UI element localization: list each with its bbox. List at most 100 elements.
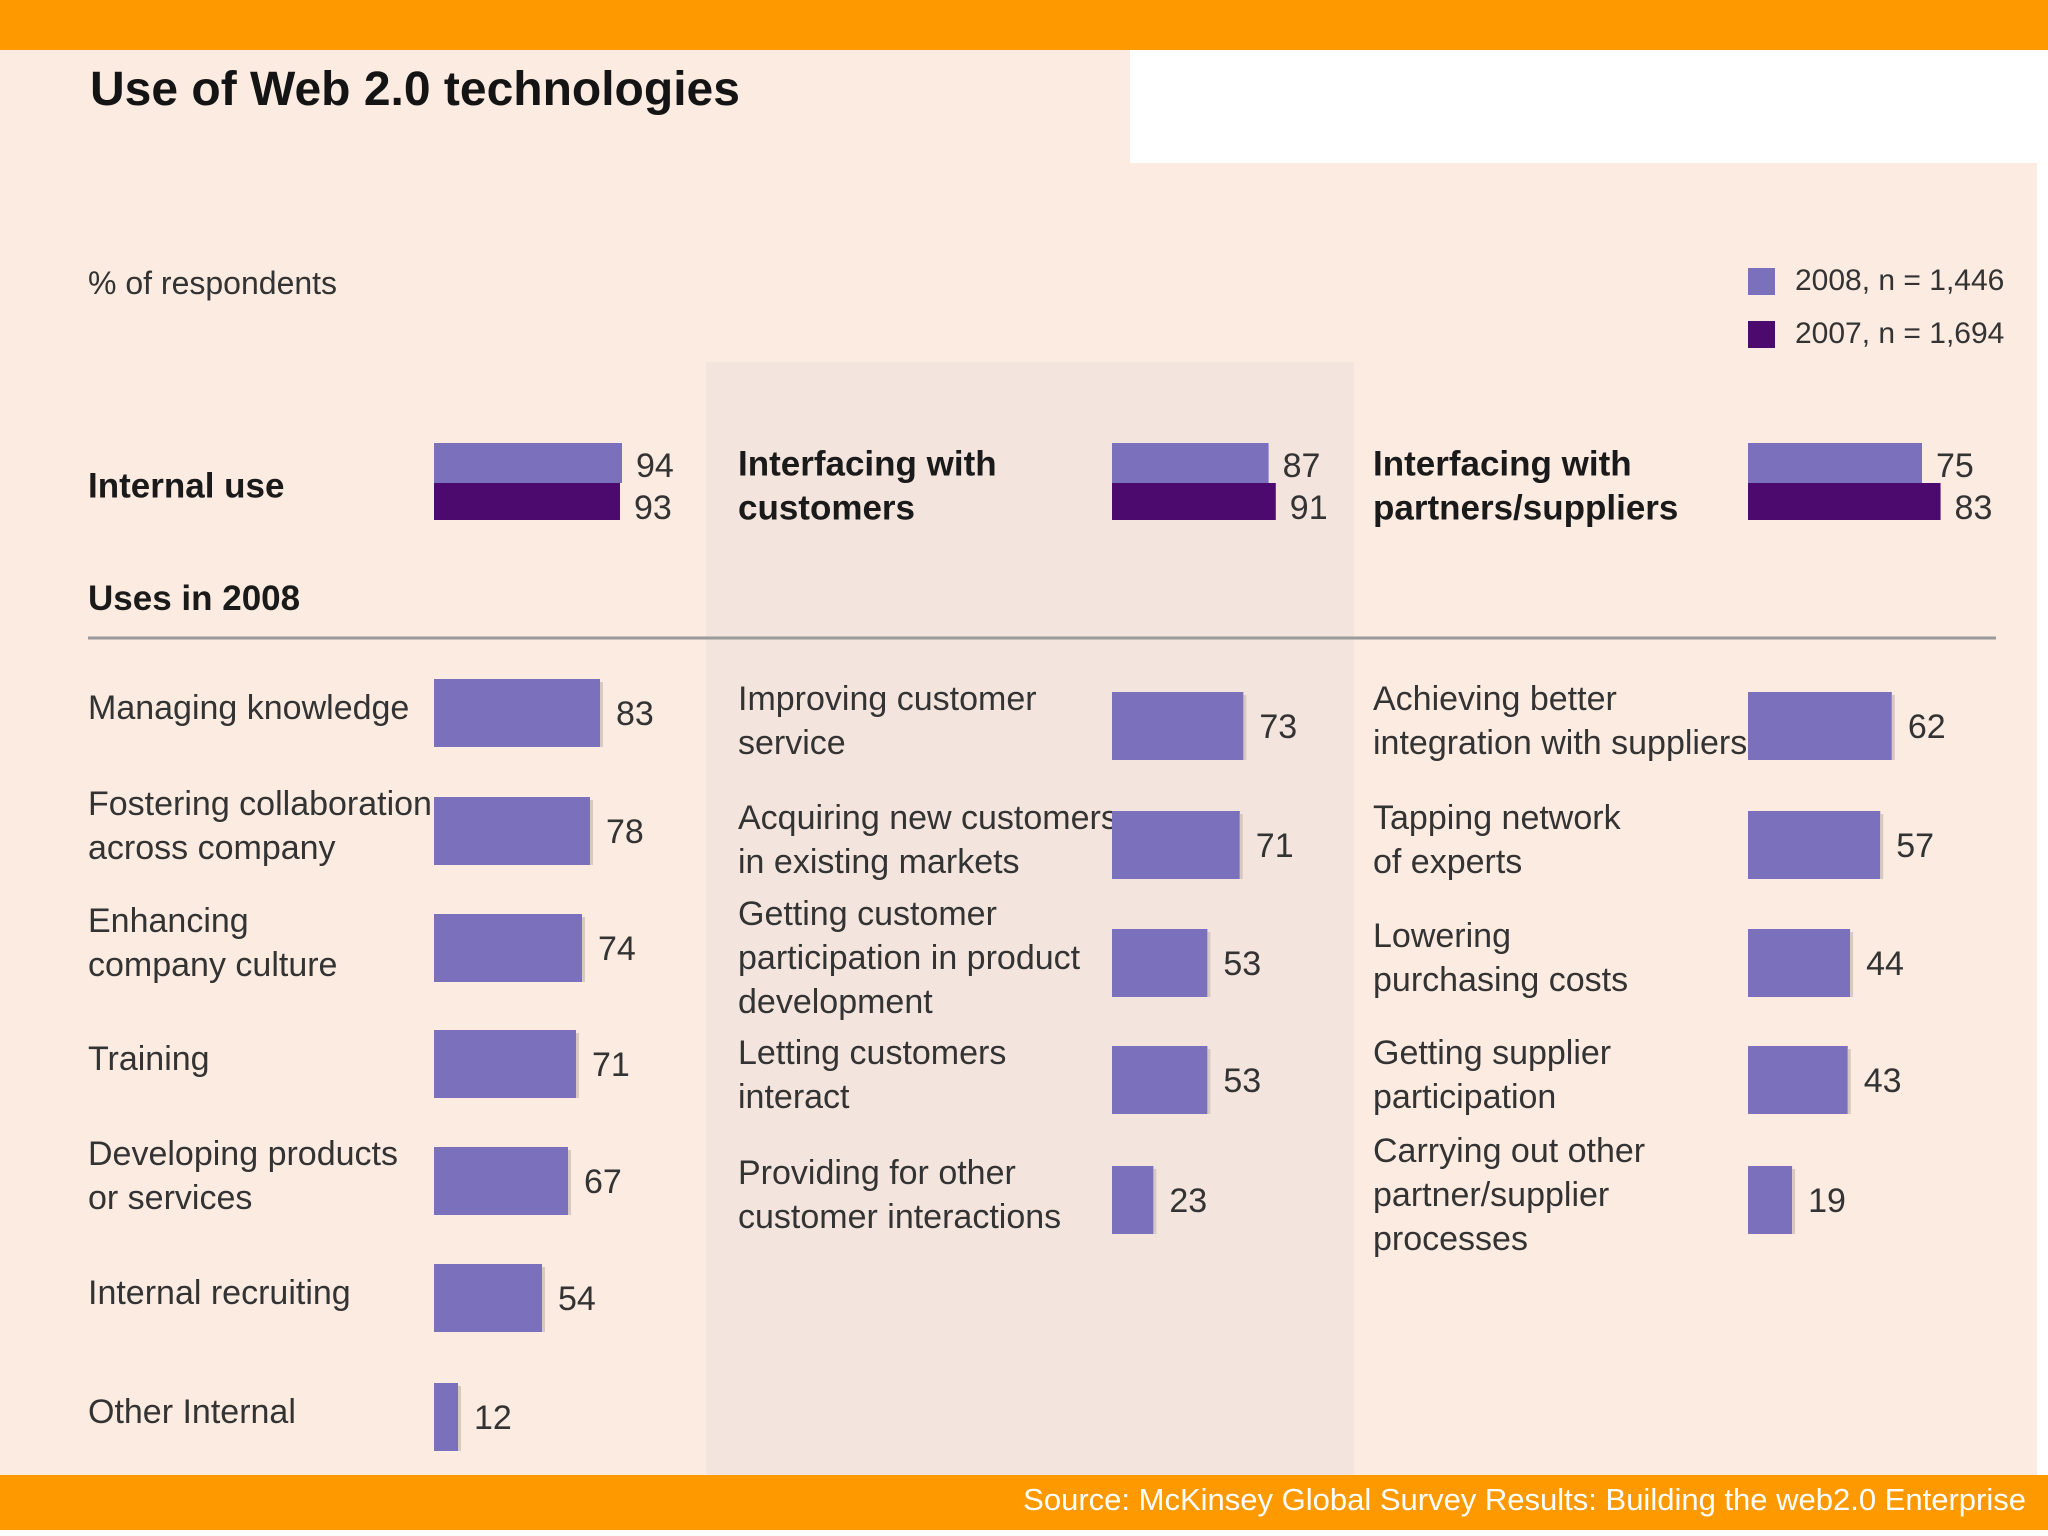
summary-value-2007: 93	[634, 489, 672, 527]
bar-shadow	[576, 1033, 579, 1098]
bar-2008	[434, 797, 590, 865]
middle-column-shading	[706, 362, 1354, 1480]
bar-2008	[1748, 1166, 1793, 1234]
category-label-line: Getting supplier	[1373, 1034, 1611, 1072]
bar-shadow	[1891, 695, 1895, 760]
bar-value-label: 44	[1866, 945, 1904, 983]
summary-bar-2008	[1748, 443, 1922, 483]
category-label-line: participation	[1373, 1078, 1556, 1116]
summary-bar-2007	[434, 483, 620, 520]
chart-subtitle: % of respondents	[88, 265, 338, 301]
panel-heading-1-line: customers	[738, 488, 915, 527]
category-label: Managing knowledge	[88, 689, 409, 727]
bar-value-label: 83	[616, 695, 654, 733]
category-label-line: development	[738, 983, 933, 1021]
bar-shadow	[1239, 814, 1243, 879]
bar-shadow	[1207, 932, 1211, 997]
bar-2008	[434, 1264, 542, 1332]
category-label-line: customer interactions	[738, 1198, 1061, 1236]
summary-value-2008: 75	[1936, 447, 1974, 485]
panel-heading-2-line: Interfacing with	[1373, 444, 1632, 483]
section-label-uses-2008: Uses in 2008	[88, 579, 300, 618]
category-label-line: Acquiring new customers	[738, 799, 1118, 837]
legend-label-2007: 2007, n = 1,694	[1795, 317, 2005, 350]
category-label: Enhancing company culture	[88, 902, 337, 984]
category-label: Letting customers interact	[738, 1034, 1006, 1116]
legend-swatch-2007	[1748, 321, 1775, 348]
top-accent-bar	[0, 0, 2048, 50]
bar-value-label: 71	[592, 1046, 630, 1084]
category-label-line: purchasing costs	[1373, 961, 1628, 999]
category-label-line: or services	[88, 1179, 252, 1217]
category-label-line: Internal recruiting	[88, 1274, 351, 1312]
category-label: Getting customer participation in product…	[738, 895, 1081, 1021]
panel-heading-2: Interfacing with partners/suppliers	[1373, 444, 1678, 527]
bar-value-label: 53	[1223, 945, 1261, 983]
category-label-line: Providing for other	[738, 1154, 1016, 1192]
category-label-line: company culture	[88, 946, 337, 984]
category-label: Training	[88, 1040, 210, 1078]
bar-shadow	[1207, 1049, 1211, 1114]
source-note: Source: McKinsey Global Survey Results: …	[1023, 1482, 2026, 1517]
bar-2008	[434, 914, 582, 982]
category-label-line: Fostering collaboration	[88, 785, 432, 823]
bar-2008	[1748, 929, 1851, 997]
bar-shadow	[568, 1150, 571, 1215]
bar-value-label: 73	[1259, 708, 1297, 746]
summary-bar-2007	[1112, 483, 1276, 520]
panel-heading-2-line: partners/suppliers	[1373, 488, 1678, 527]
summary-value-2008: 87	[1283, 447, 1321, 485]
category-label-line: Carrying out other	[1373, 1132, 1645, 1170]
category-label-line: in existing markets	[738, 843, 1020, 881]
category-label-line: Developing products	[88, 1135, 398, 1173]
bar-value-label: 62	[1908, 708, 1946, 746]
category-label: Fostering collaboration across company	[88, 785, 432, 867]
bar-value-label: 43	[1864, 1062, 1902, 1100]
category-label: Internal recruiting	[88, 1274, 351, 1312]
bar-2008	[434, 1383, 458, 1451]
bar-shadow	[1243, 695, 1247, 760]
chart-title: Use of Web 2.0 technologies	[90, 63, 740, 116]
panel-heading-1: Interfacing with customers	[738, 444, 997, 527]
bar-2008	[1112, 929, 1208, 997]
bar-shadow	[1880, 814, 1884, 879]
category-label-line: participation in product	[738, 939, 1081, 977]
bar-shadow	[1850, 932, 1854, 997]
legend-label-2008: 2008, n = 1,446	[1795, 264, 2005, 297]
category-label-line: Training	[88, 1040, 210, 1078]
category-label-line: Tapping network	[1373, 799, 1622, 837]
bar-2008	[1112, 1166, 1154, 1234]
bar-value-label: 78	[606, 813, 644, 851]
bar-2008	[1112, 1046, 1208, 1114]
category-label-line: Getting customer	[738, 895, 997, 933]
bar-shadow	[1792, 1169, 1796, 1234]
category-label-line: integration with suppliers	[1373, 724, 1747, 762]
category-label-line: Managing knowledge	[88, 689, 409, 727]
category-label: Providing for other customer interactions	[738, 1154, 1061, 1236]
bar-value-label: 57	[1896, 827, 1934, 865]
category-label-line: Enhancing	[88, 902, 249, 940]
summary-bar-2007	[1748, 483, 1941, 520]
summary-bar-2008	[434, 443, 622, 483]
panel-heading-0: Internal use	[88, 466, 284, 505]
bottom-accent-bar	[0, 1475, 2048, 1530]
category-label: Lowering purchasing costs	[1373, 917, 1628, 999]
bar-shadow	[542, 1267, 545, 1332]
bar-value-label: 74	[598, 930, 636, 968]
summary-bar-2008	[1112, 443, 1269, 483]
category-label-line: Achieving better	[1373, 680, 1617, 718]
category-label-line: partner/supplier	[1373, 1176, 1609, 1214]
category-label: Carrying out other partner/supplier proces…	[1373, 1132, 1645, 1258]
category-label-line: processes	[1373, 1220, 1528, 1258]
bar-value-label: 53	[1223, 1062, 1261, 1100]
bar-value-label: 71	[1256, 827, 1294, 865]
bar-shadow	[600, 682, 603, 747]
bar-value-label: 19	[1808, 1182, 1846, 1220]
bar-shadow	[1847, 1049, 1851, 1114]
bar-value-label: 54	[558, 1280, 596, 1318]
bar-2008	[1112, 811, 1240, 879]
summary-value-2007: 83	[1955, 489, 1993, 527]
bar-shadow	[582, 917, 585, 982]
bar-shadow	[1153, 1169, 1157, 1234]
